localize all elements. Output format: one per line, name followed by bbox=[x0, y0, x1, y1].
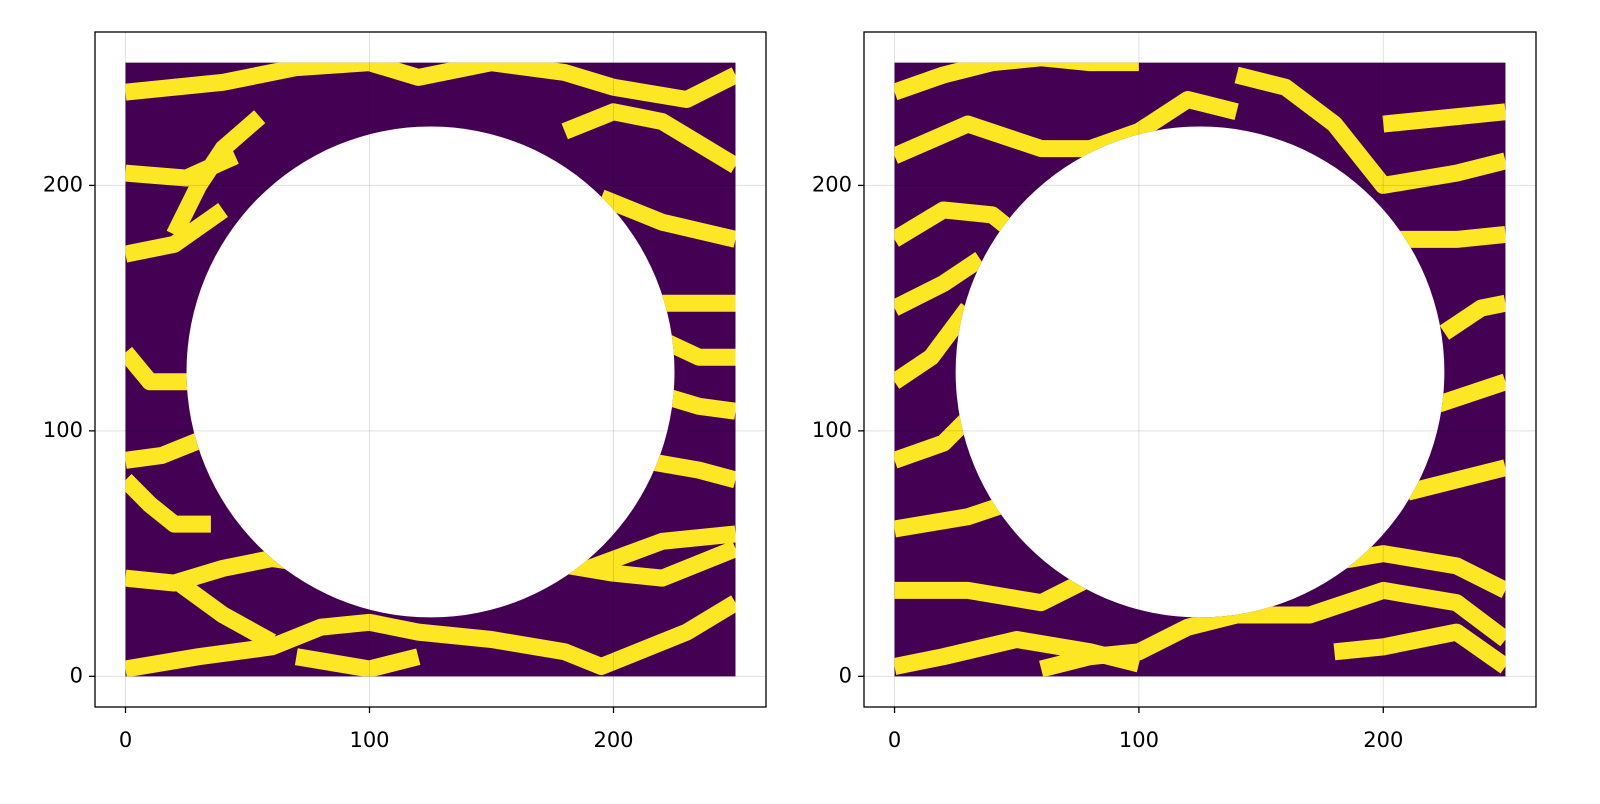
stripes bbox=[125, 62, 736, 677]
stripe bbox=[1333, 623, 1506, 674]
panel: 0 100 200 0 100 200 bbox=[812, 31, 1537, 752]
stripe bbox=[294, 648, 421, 677]
stripe bbox=[1234, 66, 1506, 194]
x-tick-label: 0 bbox=[888, 728, 901, 752]
stripe bbox=[894, 91, 1239, 164]
y-tick-label: 0 bbox=[70, 663, 83, 687]
stripe bbox=[1429, 373, 1506, 415]
x-tick-label: 100 bbox=[1119, 728, 1159, 752]
image-background bbox=[894, 62, 1506, 677]
stripe bbox=[174, 576, 277, 650]
stripe bbox=[658, 332, 736, 366]
x-tick-label: 0 bbox=[119, 728, 132, 752]
stripe bbox=[125, 62, 736, 108]
y-tick-label: 100 bbox=[43, 418, 83, 442]
stripe bbox=[641, 451, 736, 489]
axes-frame bbox=[94, 31, 767, 708]
axes-frame bbox=[863, 31, 1537, 708]
mask-circle bbox=[956, 128, 1445, 617]
stripe bbox=[894, 303, 975, 389]
x-tick-label: 200 bbox=[593, 728, 633, 752]
stripe bbox=[894, 496, 1008, 538]
stripe bbox=[894, 62, 1139, 101]
stripe bbox=[125, 432, 202, 469]
stripe bbox=[125, 346, 194, 391]
stripe bbox=[125, 595, 736, 677]
x-tick-label: 200 bbox=[1363, 728, 1403, 752]
stripe bbox=[166, 110, 266, 239]
stripe bbox=[894, 412, 974, 469]
panel: 0 100 200 0 100 200 bbox=[43, 31, 767, 752]
stripe bbox=[1382, 103, 1506, 133]
stripe bbox=[1039, 581, 1506, 677]
stripe bbox=[1439, 294, 1506, 340]
stripe bbox=[1383, 226, 1506, 248]
mask-circle bbox=[187, 128, 675, 616]
y-tick-label: 0 bbox=[839, 663, 852, 687]
stripe bbox=[894, 251, 985, 316]
stripe bbox=[586, 525, 736, 577]
y-tick-label: 200 bbox=[812, 172, 852, 196]
y-tick-label: 100 bbox=[812, 418, 852, 442]
x-tick-label: 100 bbox=[349, 728, 389, 752]
stripe bbox=[125, 473, 211, 533]
stripe bbox=[125, 203, 228, 263]
y-tick-label: 200 bbox=[43, 172, 83, 196]
stripe bbox=[1405, 459, 1506, 501]
stripe bbox=[561, 103, 736, 174]
stripe bbox=[598, 189, 736, 248]
